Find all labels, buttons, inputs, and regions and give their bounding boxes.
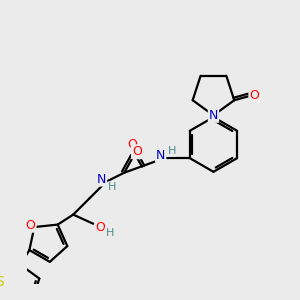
Text: N: N (97, 172, 106, 186)
Text: H: H (167, 146, 176, 156)
Text: H: H (108, 182, 117, 192)
Text: S: S (0, 275, 4, 289)
Text: O: O (249, 89, 259, 102)
Text: O: O (96, 221, 106, 234)
Text: O: O (128, 138, 137, 151)
Text: N: N (156, 149, 165, 162)
Text: H: H (105, 228, 114, 238)
Text: O: O (26, 219, 36, 232)
Text: N: N (209, 109, 218, 122)
Text: O: O (132, 145, 142, 158)
